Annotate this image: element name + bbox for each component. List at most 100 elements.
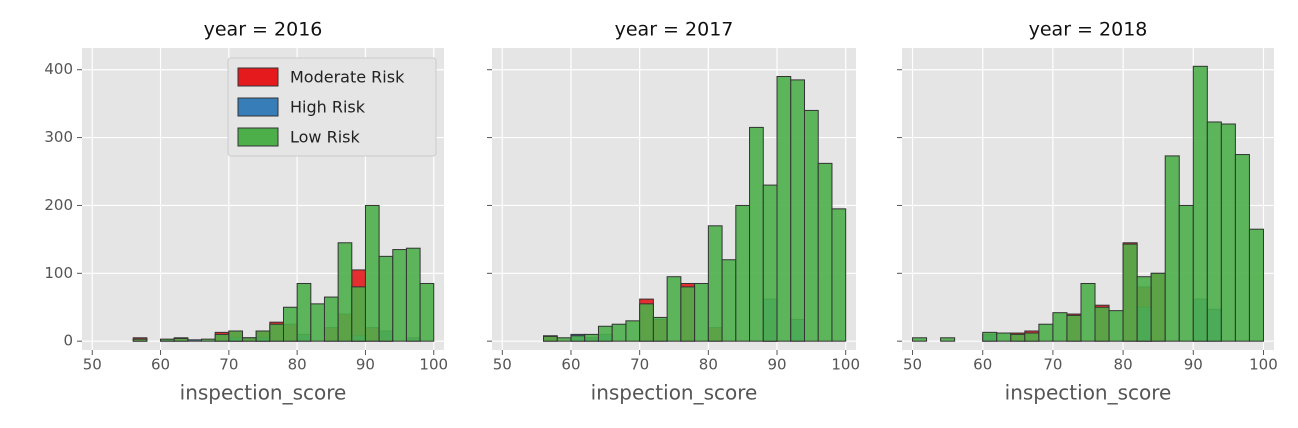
- bar: [584, 333, 599, 342]
- bar: [694, 282, 709, 342]
- bar: [611, 323, 627, 342]
- panel-title: year = 2018: [1029, 19, 1148, 41]
- x-tick-label: 70: [1043, 356, 1062, 374]
- bar: [1066, 314, 1082, 342]
- x-axis-label: inspection_score: [591, 381, 758, 405]
- x-axis-label: inspection_score: [1005, 381, 1172, 405]
- bar: [173, 337, 189, 342]
- bar: [666, 276, 682, 342]
- x-tick-label: 90: [767, 356, 786, 374]
- legend-label: High Risk: [290, 98, 366, 117]
- bar: [1024, 332, 1040, 342]
- bar: [817, 162, 833, 342]
- bar: [351, 286, 366, 342]
- x-tick-label: 100: [419, 356, 448, 374]
- x-tick-label: 60: [973, 356, 992, 374]
- x-tick-label: 80: [288, 356, 307, 374]
- legend-swatch: [237, 127, 279, 147]
- bar: [419, 282, 435, 342]
- bar: [255, 330, 271, 342]
- bar: [543, 335, 558, 342]
- bar: [625, 320, 641, 342]
- bar: [214, 333, 230, 342]
- x-tick-label: 90: [1184, 356, 1203, 374]
- bar: [228, 330, 244, 342]
- bar: [982, 331, 998, 342]
- bar: [310, 303, 325, 342]
- bar: [364, 204, 380, 342]
- panel-title: year = 2016: [204, 19, 323, 41]
- bar: [1164, 155, 1180, 342]
- bar: [1192, 65, 1208, 342]
- x-tick-label: 60: [151, 356, 170, 374]
- bar: [996, 332, 1012, 342]
- bar: [721, 259, 737, 342]
- bar: [1206, 121, 1222, 342]
- x-tick-label: 60: [561, 356, 580, 374]
- legend-label: Low Risk: [290, 128, 360, 147]
- bar: [652, 316, 668, 342]
- bar: [803, 109, 819, 342]
- x-tick-label: 50: [493, 356, 512, 374]
- bar: [201, 338, 216, 342]
- bar: [1080, 282, 1096, 342]
- bar: [707, 225, 723, 342]
- x-axis-label: inspection_score: [180, 381, 347, 405]
- bar: [1150, 272, 1166, 342]
- bar: [680, 286, 696, 342]
- bar: [1122, 243, 1138, 342]
- bar: [1248, 228, 1264, 342]
- bar: [269, 323, 284, 342]
- bar: [762, 184, 778, 342]
- y-tick-label: 200: [44, 196, 73, 214]
- bar: [160, 338, 175, 342]
- bar: [282, 306, 298, 342]
- bar: [392, 249, 407, 342]
- bar: [1136, 276, 1152, 342]
- bar: [912, 337, 928, 342]
- legend: [227, 57, 437, 157]
- x-tick-label: 70: [219, 356, 238, 374]
- bar: [337, 242, 353, 342]
- bar: [1178, 204, 1194, 342]
- bar: [790, 79, 805, 342]
- bar: [1052, 312, 1068, 342]
- bar: [378, 255, 394, 342]
- y-tick-label: 100: [44, 264, 73, 282]
- x-tick-label: 70: [630, 356, 649, 374]
- bar: [639, 303, 654, 342]
- x-tick-label: 90: [356, 356, 375, 374]
- x-tick-label: 100: [1249, 356, 1278, 374]
- legend-label: Moderate Risk: [290, 68, 405, 87]
- legend-swatch: [237, 67, 279, 87]
- bar: [570, 335, 586, 342]
- bar: [1234, 154, 1250, 342]
- bar: [1108, 310, 1124, 342]
- y-tick-label: 0: [63, 332, 73, 350]
- bar: [1038, 323, 1054, 342]
- bar: [242, 337, 257, 342]
- bar: [296, 282, 312, 342]
- bar: [831, 208, 847, 342]
- bar: [735, 204, 751, 342]
- bar: [405, 247, 421, 342]
- panel-title: year = 2017: [615, 19, 734, 41]
- legend-swatch: [237, 97, 279, 117]
- bar: [132, 338, 148, 342]
- y-tick-label: 400: [44, 60, 73, 78]
- bar: [749, 126, 764, 342]
- bar: [1220, 123, 1236, 342]
- x-tick-label: 50: [903, 356, 922, 374]
- y-tick-label: 300: [44, 128, 73, 146]
- x-tick-label: 80: [1114, 356, 1133, 374]
- bar: [323, 296, 339, 342]
- x-tick-label: 50: [83, 356, 102, 374]
- bar: [597, 325, 613, 342]
- x-tick-label: 100: [831, 356, 860, 374]
- x-tick-label: 80: [699, 356, 718, 374]
- bar: [1010, 333, 1026, 342]
- bar: [187, 339, 203, 342]
- bar: [940, 337, 956, 342]
- bar: [776, 76, 792, 342]
